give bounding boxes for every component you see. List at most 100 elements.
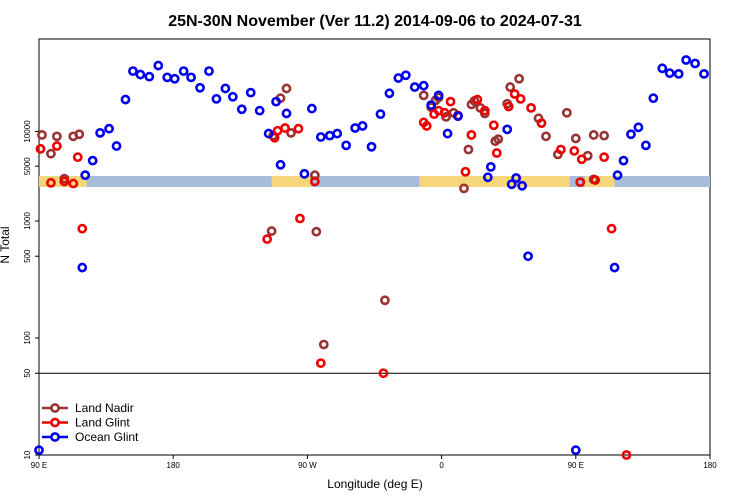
legend-swatch-marker xyxy=(50,403,60,413)
data-point-ocean-glint xyxy=(236,104,247,115)
data-point-land-glint xyxy=(576,154,587,165)
data-point-ocean-glint xyxy=(281,108,292,119)
data-point-ocean-glint xyxy=(400,70,411,81)
data-point-ocean-glint xyxy=(87,155,98,166)
data-point-ocean-glint xyxy=(80,170,91,181)
y-tick-label: 10000 xyxy=(23,120,32,143)
data-point-ocean-glint xyxy=(195,82,205,93)
data-point-ocean-glint xyxy=(332,128,343,139)
data-point-ocean-glint xyxy=(341,140,352,151)
data-point-land-glint xyxy=(509,89,520,99)
data-point-land-nadir xyxy=(514,73,525,84)
data-point-ocean-glint xyxy=(178,66,189,77)
series-land-glint xyxy=(35,89,632,460)
data-point-ocean-glint xyxy=(306,103,317,114)
data-point-ocean-glint xyxy=(570,445,581,456)
data-point-land-glint xyxy=(378,368,389,379)
data-point-ocean-glint xyxy=(263,128,274,139)
y-tick-label: 5000 xyxy=(23,157,32,175)
data-point-ocean-glint xyxy=(153,60,164,71)
data-point-ocean-glint xyxy=(95,127,106,138)
data-point-land-nadir xyxy=(37,130,47,140)
data-point-ocean-glint xyxy=(324,130,335,141)
data-point-land-nadir xyxy=(281,83,292,94)
data-point-land-glint xyxy=(68,178,79,189)
data-point-ocean-glint xyxy=(506,179,517,190)
data-point-ocean-glint xyxy=(186,72,196,83)
data-point-land-nadir xyxy=(588,130,599,140)
data-point-ocean-glint xyxy=(618,155,629,166)
data-point-ocean-glint xyxy=(626,129,636,140)
data-point-land-glint xyxy=(590,175,601,185)
data-point-ocean-glint xyxy=(409,82,420,92)
data-point-land-nadir xyxy=(380,295,390,306)
data-point-ocean-glint xyxy=(104,123,114,134)
data-point-ocean-glint xyxy=(517,180,528,191)
data-point-land-nadir xyxy=(541,131,551,142)
data-point-ocean-glint xyxy=(612,170,623,181)
y-axis-label: N Total xyxy=(0,226,12,263)
data-point-ocean-glint xyxy=(485,161,496,172)
land-mask-segment xyxy=(271,176,311,187)
data-point-ocean-glint xyxy=(453,111,463,122)
data-point-land-glint xyxy=(35,143,46,154)
data-point-ocean-glint xyxy=(366,141,377,152)
data-point-land-glint xyxy=(77,223,88,234)
data-point-land-glint xyxy=(621,450,632,460)
data-point-ocean-glint xyxy=(482,172,493,183)
data-point-ocean-glint xyxy=(502,124,513,135)
data-point-land-glint xyxy=(46,177,56,188)
data-point-ocean-glint xyxy=(220,83,231,94)
data-point-land-nadir xyxy=(74,129,85,140)
data-point-land-nadir xyxy=(311,226,322,237)
data-point-ocean-glint xyxy=(523,251,533,262)
chart-title: 25N-30N November (Ver 11.2) 2014-09-06 t… xyxy=(168,13,582,30)
y-tick-label: 10 xyxy=(23,450,32,459)
data-point-ocean-glint xyxy=(418,80,429,91)
data-point-ocean-glint xyxy=(135,69,146,80)
data-point-ocean-glint xyxy=(34,445,44,456)
x-axis-label: Longitude (deg E) xyxy=(327,477,422,491)
data-point-ocean-glint xyxy=(511,173,522,183)
data-point-land-nadir xyxy=(418,90,429,101)
data-point-land-glint xyxy=(280,123,290,133)
data-point-ocean-glint xyxy=(271,96,281,107)
data-point-land-glint xyxy=(295,213,305,224)
legend-entry-label: Land Glint xyxy=(75,416,130,430)
data-point-ocean-glint xyxy=(433,90,444,101)
data-point-ocean-glint xyxy=(128,66,138,77)
data-point-ocean-glint xyxy=(699,68,709,79)
x-tick-label: 180 xyxy=(167,461,181,470)
data-point-land-glint xyxy=(51,141,62,151)
data-point-land-nadir xyxy=(599,130,610,141)
data-point-land-glint xyxy=(488,120,499,131)
data-point-land-nadir xyxy=(459,183,469,194)
data-point-land-nadir xyxy=(505,82,516,92)
data-point-ocean-glint xyxy=(690,58,700,69)
data-point-ocean-glint xyxy=(162,72,173,83)
y-tick-label: 500 xyxy=(23,249,32,263)
data-point-land-glint xyxy=(479,105,490,116)
data-point-ocean-glint xyxy=(640,140,651,151)
data-point-land-glint xyxy=(445,96,456,107)
series-ocean-glint xyxy=(34,55,709,456)
data-point-land-glint xyxy=(421,121,432,131)
data-point-ocean-glint xyxy=(299,168,310,179)
legend-entry-label: Ocean Glint xyxy=(75,430,139,444)
data-point-land-glint xyxy=(262,234,273,245)
plot-area: 90 E 180 90 W 0 90 E 180 10 50 100 500 1000 5000 100… xyxy=(23,38,717,470)
y-tick-label: 50 xyxy=(23,368,32,377)
data-point-land-glint xyxy=(293,123,304,134)
legend-entry-label: Land Nadir xyxy=(75,401,134,415)
legend-swatch-marker xyxy=(50,432,60,442)
data-point-land-glint xyxy=(315,358,326,369)
data-point-land-nadir xyxy=(51,131,62,142)
data-point-ocean-glint xyxy=(681,55,692,65)
data-point-ocean-glint xyxy=(254,105,265,116)
data-point-ocean-glint xyxy=(169,73,180,84)
data-point-ocean-glint xyxy=(673,68,684,79)
x-tick-label: 90 W xyxy=(298,461,317,470)
